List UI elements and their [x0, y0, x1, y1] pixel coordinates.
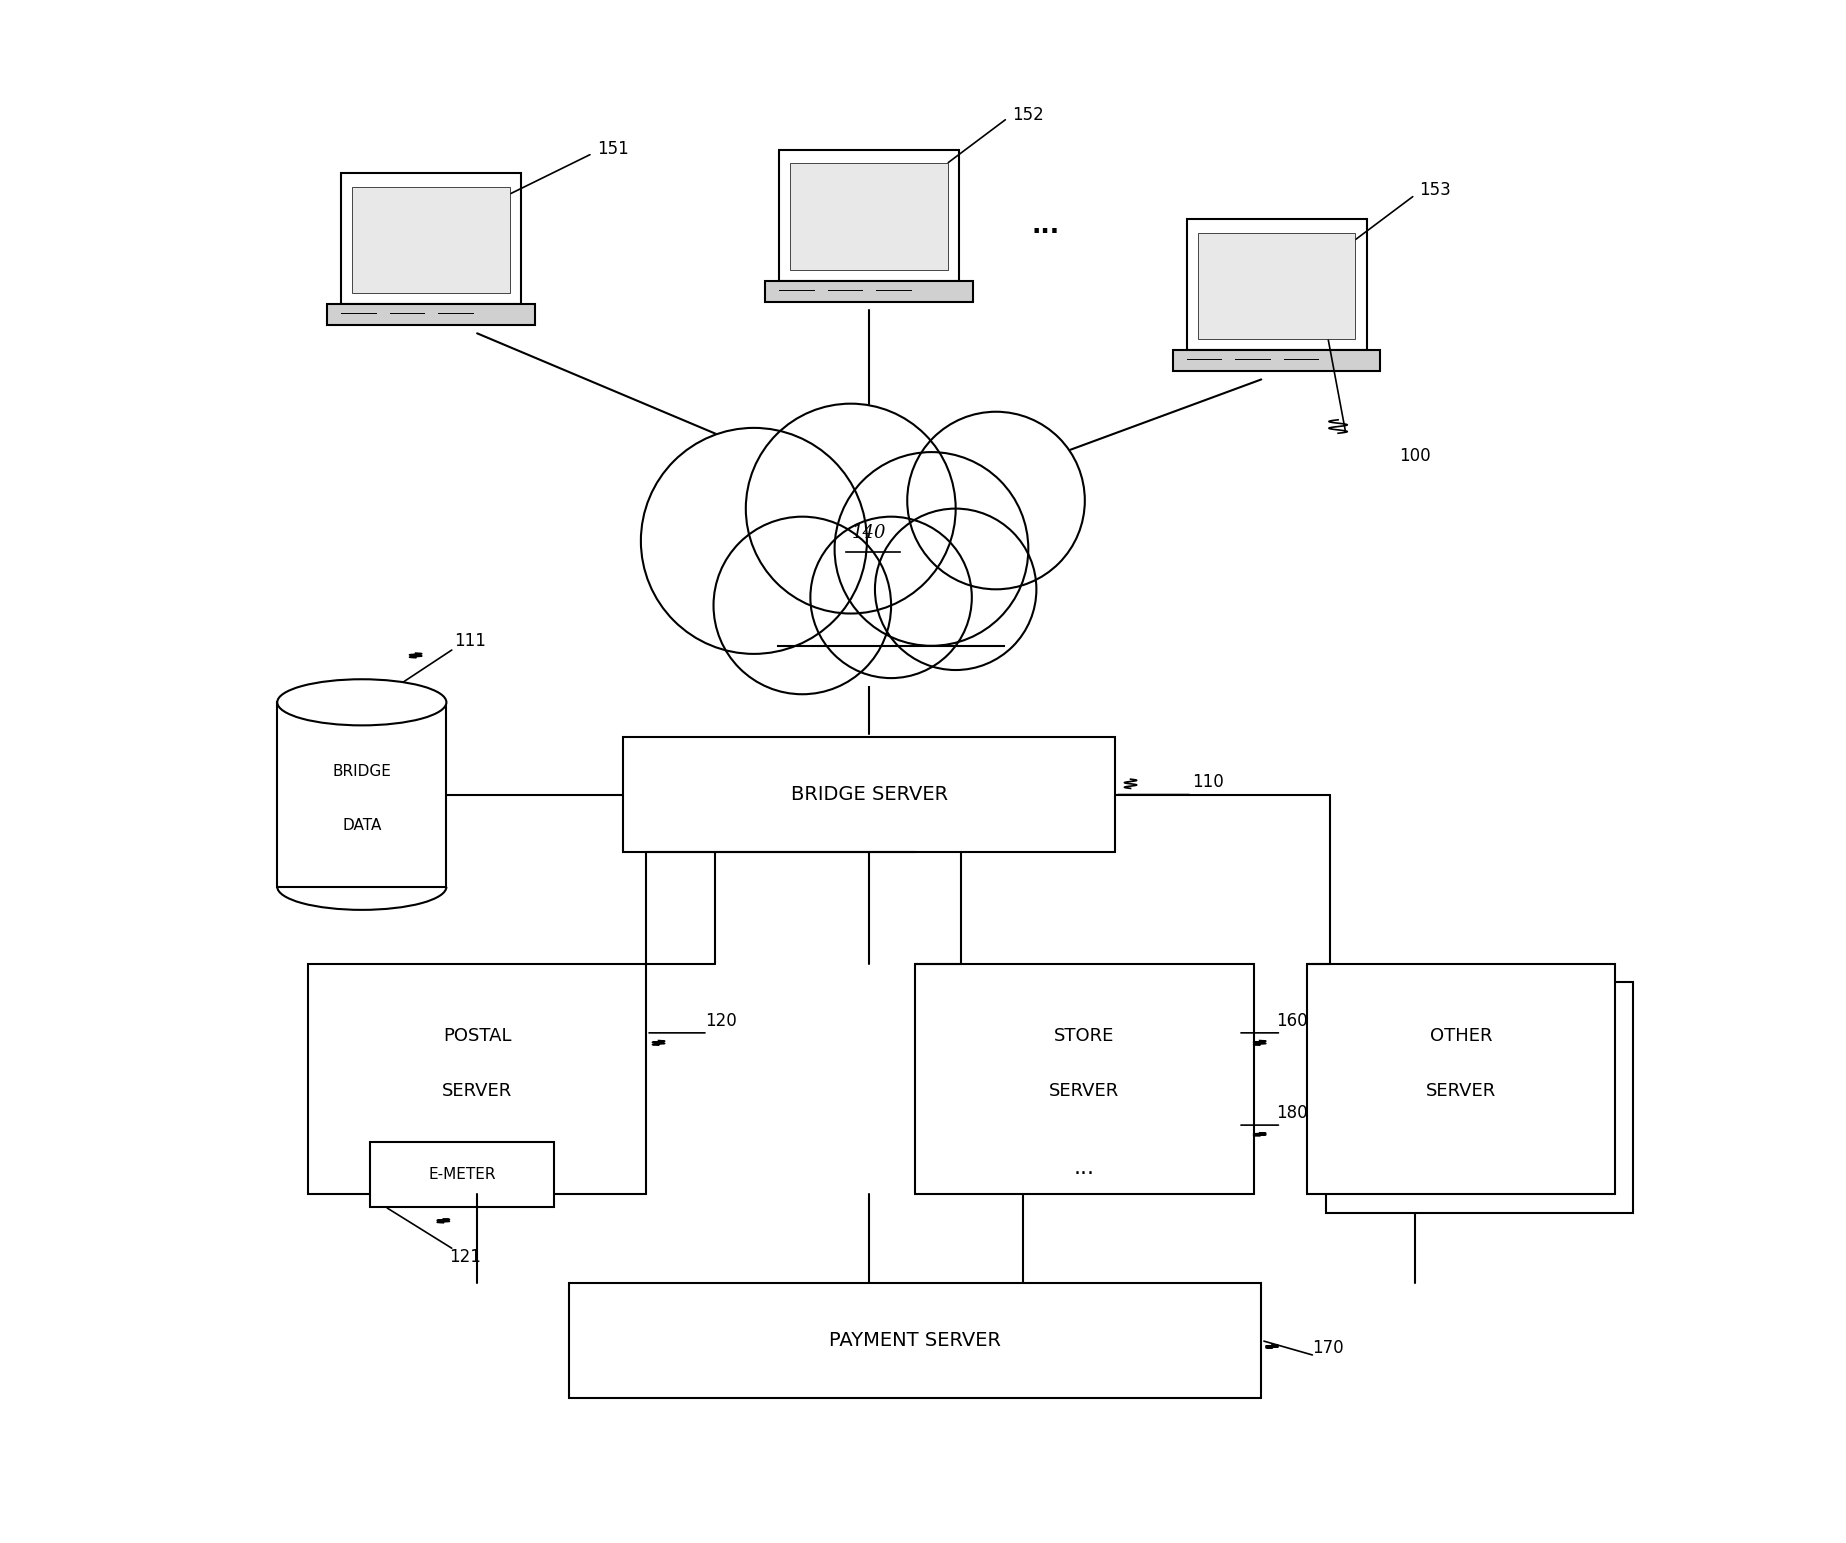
- Text: POSTAL: POSTAL: [443, 1028, 511, 1045]
- FancyBboxPatch shape: [1187, 219, 1366, 350]
- FancyBboxPatch shape: [1307, 964, 1615, 1194]
- Text: SERVER: SERVER: [1049, 1082, 1119, 1100]
- Circle shape: [834, 452, 1028, 647]
- FancyBboxPatch shape: [779, 150, 960, 281]
- Text: 152: 152: [1012, 106, 1045, 123]
- Text: 180: 180: [1277, 1103, 1309, 1122]
- Text: 160: 160: [1277, 1012, 1309, 1029]
- Text: PAYMENT SERVER: PAYMENT SERVER: [829, 1332, 1001, 1350]
- FancyBboxPatch shape: [1198, 233, 1355, 339]
- Circle shape: [641, 427, 868, 654]
- FancyBboxPatch shape: [790, 164, 949, 270]
- Text: 110: 110: [1193, 773, 1224, 792]
- Text: 111: 111: [454, 631, 485, 650]
- Text: BRIDGE: BRIDGE: [332, 764, 391, 779]
- Text: SERVER: SERVER: [441, 1082, 513, 1100]
- Text: 121: 121: [449, 1248, 482, 1267]
- FancyBboxPatch shape: [327, 304, 535, 326]
- Text: BRIDGE SERVER: BRIDGE SERVER: [790, 785, 947, 804]
- Text: E-METER: E-METER: [428, 1167, 495, 1182]
- FancyBboxPatch shape: [353, 187, 509, 293]
- FancyBboxPatch shape: [738, 589, 1012, 687]
- Text: 100: 100: [1399, 447, 1431, 466]
- FancyBboxPatch shape: [369, 1142, 554, 1207]
- Text: 153: 153: [1420, 182, 1451, 199]
- Text: 140: 140: [853, 525, 886, 542]
- FancyBboxPatch shape: [624, 738, 1115, 852]
- Text: DATA: DATA: [342, 818, 382, 833]
- Circle shape: [906, 412, 1085, 589]
- Text: ...: ...: [1074, 1159, 1095, 1179]
- Text: SERVER: SERVER: [1425, 1082, 1497, 1100]
- FancyBboxPatch shape: [766, 281, 973, 302]
- Text: 120: 120: [705, 1012, 737, 1029]
- Text: 151: 151: [596, 140, 629, 157]
- FancyBboxPatch shape: [1325, 983, 1634, 1213]
- Text: STORE: STORE: [1054, 1028, 1115, 1045]
- FancyBboxPatch shape: [916, 964, 1253, 1194]
- Ellipse shape: [277, 679, 447, 725]
- FancyBboxPatch shape: [1172, 350, 1381, 370]
- FancyBboxPatch shape: [277, 702, 447, 887]
- Text: ...: ...: [1032, 214, 1060, 238]
- Circle shape: [714, 517, 892, 694]
- Circle shape: [746, 404, 956, 614]
- Text: 170: 170: [1313, 1339, 1344, 1356]
- Text: OTHER: OTHER: [1431, 1028, 1492, 1045]
- FancyBboxPatch shape: [342, 173, 521, 304]
- Circle shape: [810, 517, 971, 677]
- FancyBboxPatch shape: [308, 964, 646, 1194]
- FancyBboxPatch shape: [569, 1282, 1261, 1398]
- Circle shape: [875, 509, 1036, 670]
